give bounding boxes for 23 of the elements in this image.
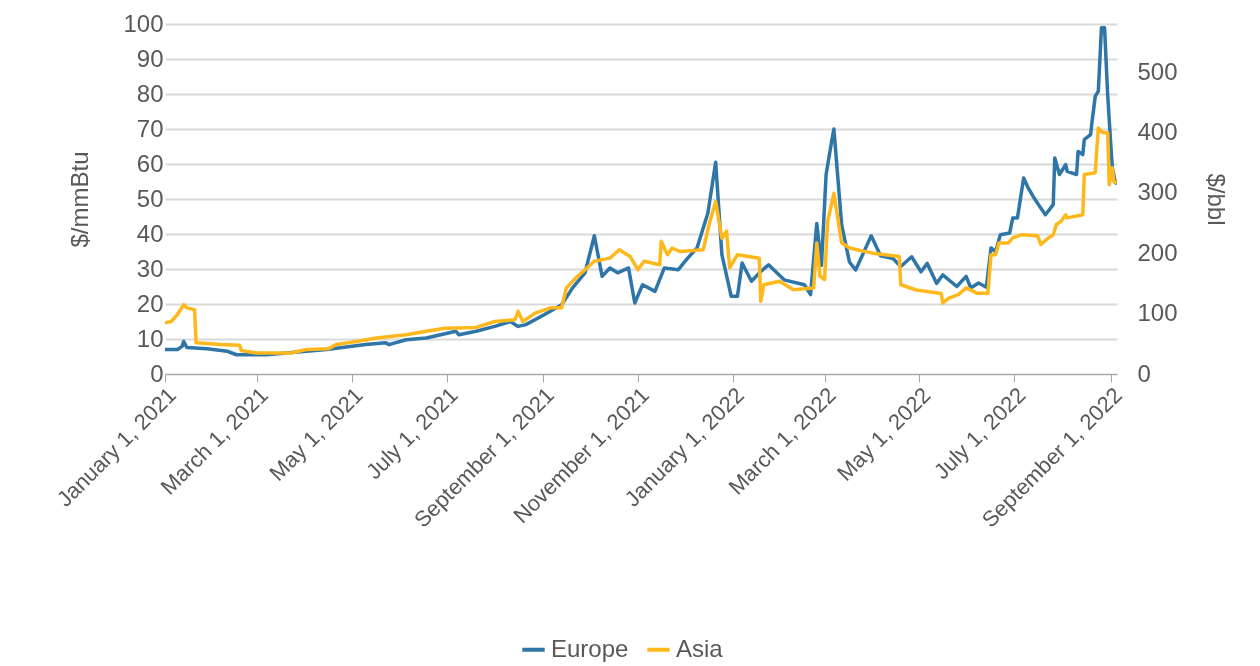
- y-tick-label: 100: [123, 9, 164, 37]
- y-tick-label: 10: [136, 324, 164, 352]
- y-tick-label: 90: [136, 44, 164, 72]
- y2-tick-label: 100: [1137, 299, 1178, 327]
- y2-tick-label: 500: [1137, 57, 1178, 85]
- line-series: [163, 26, 1119, 357]
- y2-tick-label: 400: [1137, 118, 1178, 146]
- y-axis-title: $/mmBtu: [66, 151, 94, 248]
- y-tick-label: 70: [136, 114, 164, 142]
- y2-tick-label: 300: [1137, 178, 1178, 206]
- y2-tick-label: 200: [1137, 238, 1178, 266]
- y2-axis-title: $/bbl: [1202, 173, 1230, 226]
- y-tick-label: 50: [136, 184, 164, 212]
- y-tick-label: 40: [136, 219, 164, 247]
- legend-label: Asia: [676, 634, 724, 662]
- legend-label: Europe: [551, 634, 629, 662]
- y-tick-label: 80: [136, 79, 164, 107]
- y-tick-label: 30: [136, 254, 164, 282]
- y2-tick-label: 0: [1137, 359, 1151, 387]
- line-series: [163, 126, 1119, 355]
- y-tick-label: 0: [150, 359, 164, 387]
- y-tick-label: 60: [136, 149, 164, 177]
- y-tick-label: 20: [136, 289, 164, 317]
